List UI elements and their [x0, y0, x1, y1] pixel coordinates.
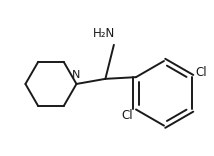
Text: H₂N: H₂N	[92, 27, 115, 40]
Text: Cl: Cl	[121, 109, 133, 122]
Text: N: N	[71, 70, 80, 80]
Text: Cl: Cl	[195, 66, 207, 79]
